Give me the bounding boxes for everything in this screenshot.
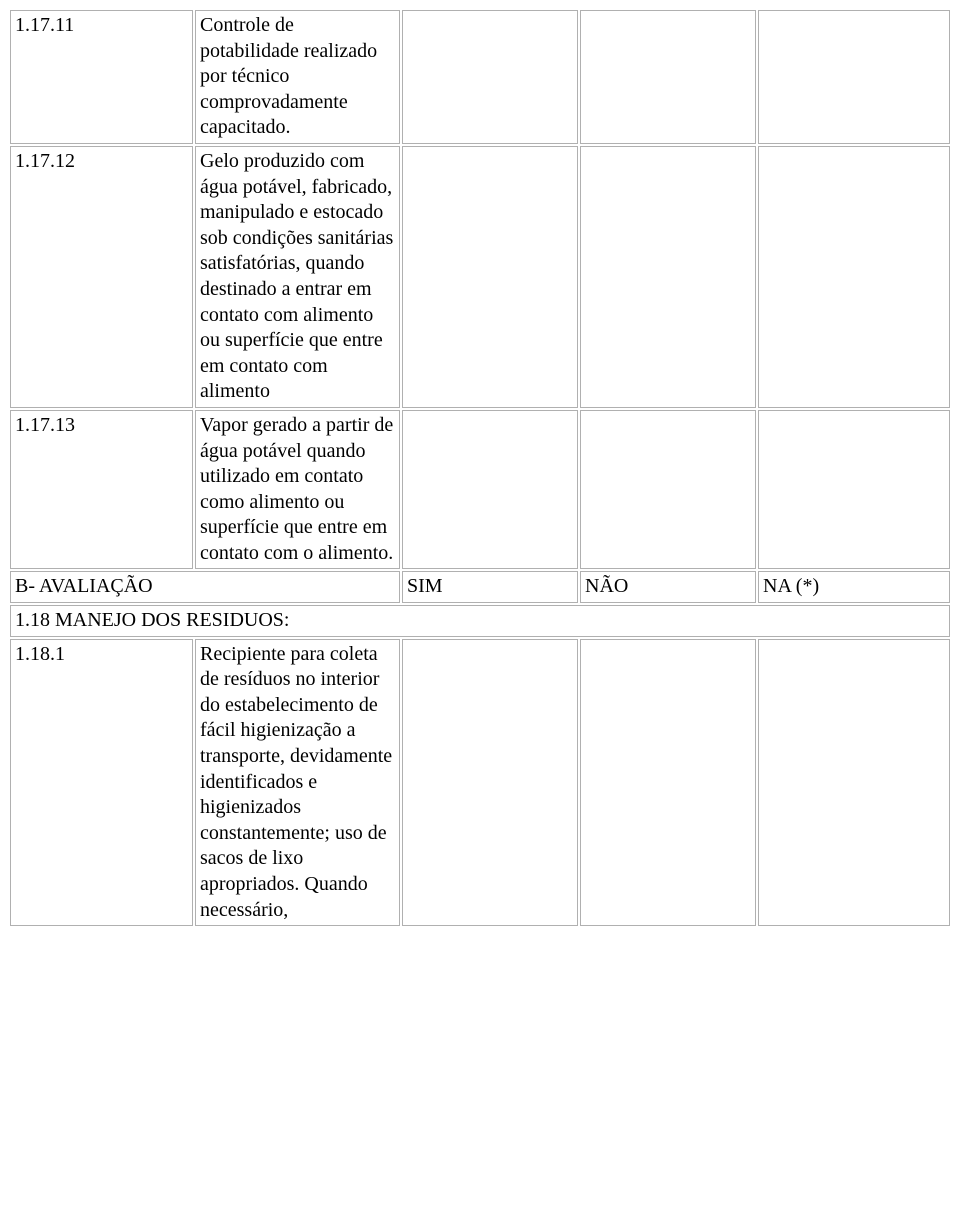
header-na: NA (*) <box>758 571 950 603</box>
evaluation-label: B- AVALIAÇÃO <box>10 571 400 603</box>
cell-nao <box>580 10 756 144</box>
table-row: 1.17.13 Vapor gerado a partir de água po… <box>10 410 950 570</box>
item-description: Vapor gerado a partir de água potável qu… <box>195 410 400 570</box>
checklist-table: 1.17.11 Controle de potabilidade realiza… <box>8 8 952 928</box>
header-nao: NÃO <box>580 571 756 603</box>
cell-sim <box>402 410 578 570</box>
table-row: 1.17.11 Controle de potabilidade realiza… <box>10 10 950 144</box>
evaluation-header-row: B- AVALIAÇÃO SIM NÃO NA (*) <box>10 571 950 603</box>
cell-na <box>758 639 950 927</box>
cell-sim <box>402 639 578 927</box>
cell-nao <box>580 146 756 408</box>
item-number: 1.17.13 <box>10 410 193 570</box>
item-number: 1.17.11 <box>10 10 193 144</box>
item-number: 1.18.1 <box>10 639 193 927</box>
cell-na <box>758 10 950 144</box>
table-row: 1.17.12 Gelo produzido com água potável,… <box>10 146 950 408</box>
item-description: Controle de potabilidade realizado por t… <box>195 10 400 144</box>
section-title: 1.18 MANEJO DOS RESIDUOS: <box>10 605 950 637</box>
section-header-row: 1.18 MANEJO DOS RESIDUOS: <box>10 605 950 637</box>
item-description: Recipiente para coleta de resíduos no in… <box>195 639 400 927</box>
table-row: 1.18.1 Recipiente para coleta de resíduo… <box>10 639 950 927</box>
cell-nao <box>580 410 756 570</box>
cell-na <box>758 410 950 570</box>
cell-na <box>758 146 950 408</box>
cell-sim <box>402 10 578 144</box>
cell-nao <box>580 639 756 927</box>
item-number: 1.17.12 <box>10 146 193 408</box>
item-description: Gelo produzido com água potável, fabrica… <box>195 146 400 408</box>
cell-sim <box>402 146 578 408</box>
header-sim: SIM <box>402 571 578 603</box>
